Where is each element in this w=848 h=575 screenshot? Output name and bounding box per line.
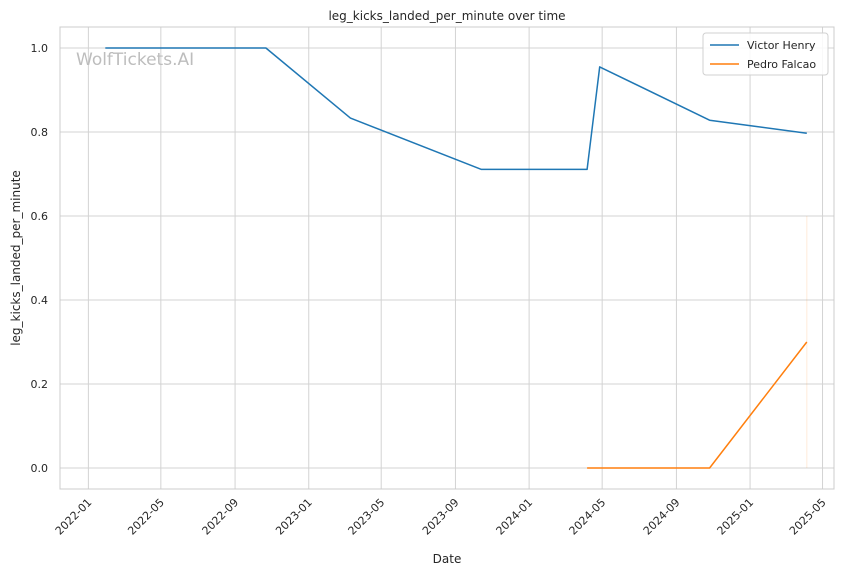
series-line-victor-henry	[105, 47, 807, 171]
x-tick-label: 2025-05	[787, 496, 829, 538]
x-tick-label: 2023-01	[273, 496, 315, 538]
series-line-pedro-falcao	[587, 341, 808, 469]
x-tick-label: 2025-01	[715, 496, 757, 538]
x-tick-label: 2023-09	[420, 496, 462, 538]
plot-area-frame	[59, 26, 835, 490]
legend: Victor Henry Pedro Falcao	[702, 32, 829, 76]
data-point-victor-henry	[104, 47, 107, 50]
series-layer	[104, 47, 808, 470]
x-tick-label: 2022-09	[200, 496, 242, 538]
y-axis-title: leg_kicks_landed_per_minute	[9, 170, 23, 346]
data-point-pedro-falcao	[708, 467, 711, 470]
data-point-victor-henry	[480, 168, 483, 171]
x-axis-title: Date	[433, 552, 462, 566]
y-tick-label: 0.8	[31, 126, 49, 139]
legend-label-pedro-falcao: Pedro Falcao	[747, 58, 816, 71]
chart-title: leg_kicks_landed_per_minute over time	[328, 9, 565, 23]
y-axis-ticks: 0.0 0.2 0.4 0.6 0.8 1.0	[31, 42, 49, 475]
y-tick-label: 1.0	[31, 42, 49, 55]
legend-label-victor-henry: Victor Henry	[747, 39, 816, 52]
x-tick-label: 2024-05	[567, 496, 609, 538]
x-tick-label: 2023-05	[346, 496, 388, 538]
y-tick-label: 0.2	[31, 378, 49, 391]
y-tick-label: 0.0	[31, 462, 49, 475]
watermark: WolfTickets.AI	[76, 50, 194, 70]
y-tick-label: 0.4	[31, 294, 49, 307]
data-point-victor-henry	[349, 117, 352, 120]
x-tick-label: 2024-09	[641, 496, 683, 538]
data-point-victor-henry	[598, 65, 601, 68]
x-tick-label: 2024-01	[494, 496, 536, 538]
data-point-pedro-falcao	[586, 467, 589, 470]
x-axis-ticks: 2022-01 2022-05 2022-09 2023-01 2023-05 2023-…	[53, 496, 829, 538]
data-point-victor-henry	[708, 119, 711, 122]
x-tick-label: 2022-05	[125, 496, 167, 538]
grid	[60, 27, 834, 489]
data-point-victor-henry	[805, 132, 808, 135]
data-point-victor-henry	[264, 47, 267, 50]
data-point-victor-henry	[586, 168, 589, 171]
x-tick-label: 2022-01	[53, 496, 95, 538]
y-tick-label: 0.6	[31, 210, 49, 223]
